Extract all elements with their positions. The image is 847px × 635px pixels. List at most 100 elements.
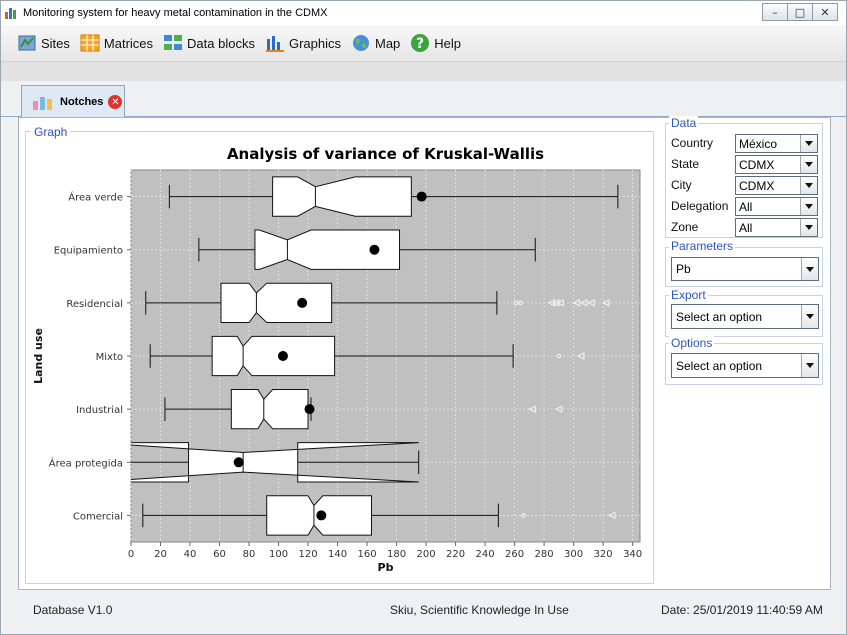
notched-box: [254, 229, 401, 270]
minimize-button[interactable]: –: [762, 3, 788, 21]
menu-graphics[interactable]: Graphics: [265, 33, 341, 53]
outlier-point: [513, 300, 519, 306]
app-logo-icon: [5, 7, 19, 19]
mean-point: [316, 510, 327, 521]
x-tick-label: 180: [387, 549, 406, 560]
status-bar: Database V1.0 Skiu, Scientific Knowledge…: [1, 591, 846, 631]
notched-box: [211, 335, 336, 377]
x-tick-label: 100: [269, 549, 288, 560]
export-select[interactable]: Select an option: [671, 304, 819, 329]
city-label: City: [671, 178, 692, 192]
notched-box: [220, 282, 333, 324]
far-outlier-point: [551, 299, 560, 307]
status-company: Skiu, Scientific Knowledge In Use: [390, 603, 569, 617]
notched-box: [272, 176, 412, 217]
delegation-label: Delegation: [671, 199, 729, 213]
x-tick-label: 220: [446, 549, 465, 560]
far-outlier-point: [528, 405, 536, 413]
globe-icon: [351, 33, 371, 53]
menu-data-blocks-label: Data blocks: [187, 35, 255, 51]
zone-select[interactable]: All: [735, 218, 818, 237]
outlier-point: [521, 513, 526, 518]
options-select[interactable]: Select an option: [671, 353, 819, 378]
state-label: State: [671, 157, 700, 171]
x-tick-label: 120: [298, 549, 317, 560]
x-tick-label: 40: [184, 549, 197, 560]
chevron-down-icon[interactable]: [800, 156, 817, 173]
city-select[interactable]: CDMX: [735, 176, 818, 195]
category-label: Mixto: [96, 352, 123, 363]
category-label: Industrial: [76, 405, 123, 416]
x-tick-label: 260: [505, 549, 524, 560]
tab-notches[interactable]: Notches ✕: [21, 85, 125, 118]
options-group-legend: Options: [669, 336, 715, 350]
menu-map[interactable]: Map: [351, 33, 400, 53]
mean-point: [233, 457, 244, 468]
far-outlier-point: [572, 299, 581, 307]
menu-help[interactable]: ? Help: [410, 33, 461, 53]
boxes-group: [131, 176, 619, 536]
x-tick-label: 340: [623, 549, 642, 560]
parameter-select[interactable]: Pb: [671, 257, 819, 281]
close-window-button[interactable]: ✕: [812, 3, 838, 21]
graph-group: [25, 131, 654, 584]
delegation-select[interactable]: All: [735, 197, 818, 216]
y-axis-label: Land use: [32, 328, 45, 384]
far-outlier-point: [554, 405, 563, 413]
zone-label: Zone: [671, 220, 699, 234]
data-group-legend: Data: [669, 116, 699, 130]
options-value: Select an option: [676, 358, 763, 373]
category-label: Área verde: [68, 191, 123, 204]
x-tick-label: 240: [476, 549, 495, 560]
chart-title: Analysis of variance of Kruskal-Wallis: [227, 145, 544, 163]
export-value: Select an option: [676, 309, 763, 324]
svg-text:?: ?: [416, 36, 424, 52]
map-icon: [17, 33, 37, 53]
menu-graphics-label: Graphics: [288, 35, 341, 51]
menu-data-blocks[interactable]: Data blocks: [163, 33, 255, 53]
kruskal-wallis-chart: Analysis of variance of Kruskal-Wallis Ár…: [32, 145, 642, 574]
toolbar-strip: [1, 61, 846, 81]
zone-value: All: [739, 220, 753, 235]
x-tick-label: 60: [213, 549, 226, 560]
far-outlier-point: [579, 299, 588, 307]
parameters-group: [665, 247, 823, 287]
chart-tab-icon: [32, 93, 54, 111]
mean-point: [297, 297, 308, 308]
mean-point: [304, 404, 315, 415]
chevron-down-icon[interactable]: [800, 219, 817, 236]
delegation-value: All: [739, 199, 753, 214]
grid-icon: [80, 33, 100, 53]
chevron-down-icon[interactable]: [800, 135, 817, 152]
maximize-button[interactable]: □: [787, 3, 813, 21]
chevron-down-icon[interactable]: [800, 198, 817, 215]
chevron-down-icon[interactable]: [800, 177, 817, 194]
category-label: Equipamiento: [54, 246, 123, 257]
chevron-down-icon[interactable]: [801, 354, 818, 377]
country-select[interactable]: México: [735, 134, 818, 153]
menu-map-label: Map: [374, 35, 401, 51]
state-select[interactable]: CDMX: [735, 155, 818, 174]
help-icon: ?: [410, 33, 430, 53]
options-group: [665, 343, 823, 385]
chevron-down-icon[interactable]: [801, 305, 818, 328]
graph-group-legend: Graph: [31, 125, 71, 139]
x-tick-label: 200: [417, 549, 436, 560]
close-tab-icon[interactable]: ✕: [108, 95, 123, 109]
chevron-down-icon[interactable]: [801, 258, 818, 280]
category-label: Residencial: [66, 299, 123, 310]
menu-matrices[interactable]: Matrices: [80, 33, 153, 53]
x-tick-label: 0: [128, 549, 134, 560]
x-tick-label: 80: [243, 549, 256, 560]
city-value: CDMX: [739, 178, 775, 193]
status-date: Date: 25/01/2019 11:40:59 AM: [661, 603, 823, 617]
menu-sites[interactable]: Sites: [17, 33, 70, 53]
window-controls: – □ ✕: [762, 3, 838, 21]
far-outlier-point: [587, 299, 595, 307]
state-value: CDMX: [739, 157, 775, 172]
menu-bar: Sites Matrices Data blocks Graphics Map: [1, 25, 846, 61]
far-outlier-point: [601, 299, 610, 307]
menu-matrices-label: Matrices: [103, 35, 154, 51]
x-tick-label: 140: [328, 549, 347, 560]
